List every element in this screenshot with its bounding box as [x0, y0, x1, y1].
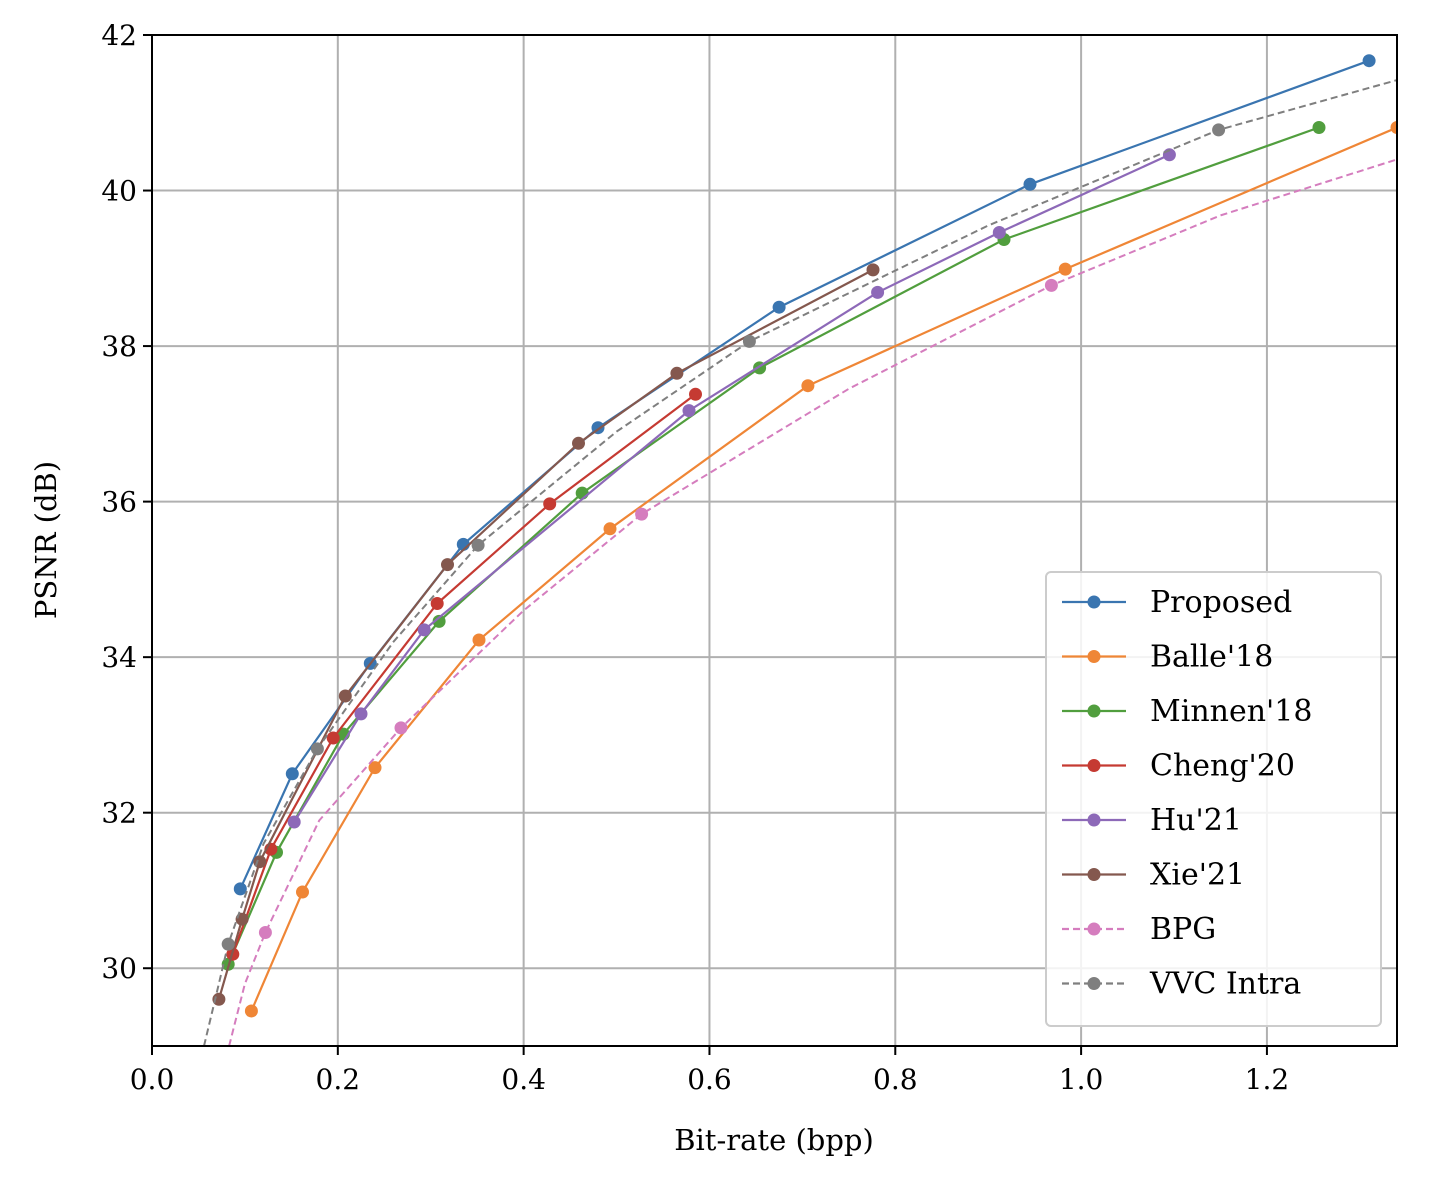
x-tick-label: 1.0 [1059, 1063, 1104, 1096]
series-xie-21 [212, 263, 880, 1006]
series-line-balle-18 [250, 126, 1397, 1012]
series-line-cheng-20 [231, 393, 697, 955]
x-tick-label: 0.6 [687, 1063, 732, 1096]
series-cheng-20 [226, 387, 702, 961]
series-line-vvc-intra [203, 79, 1397, 1046]
legend-label-vvc-intra: VVC Intra [1149, 967, 1301, 1002]
series-line-bpg [228, 158, 1397, 1046]
data-point-xie-21 [670, 366, 684, 380]
legend: Proposed Balle'18 Minnen'18 Cheng'20 Hu'21 Xi… [1045, 571, 1382, 1027]
x-tick-label: 0.2 [316, 1063, 361, 1096]
data-point-balle-18 [1390, 121, 1397, 134]
data-point-xie-21 [572, 436, 585, 450]
x-axis-title: Bit-rate (bpp) [674, 1123, 874, 1157]
x-tick-label: 0.0 [130, 1063, 175, 1096]
data-point-balle-18 [801, 379, 815, 393]
data-point-cheng-20 [543, 497, 557, 511]
legend-label-proposed: Proposed [1150, 585, 1292, 620]
y-tick-label: 40 [101, 175, 137, 208]
series-bpg [228, 158, 1397, 1046]
x-tick-label: 0.8 [873, 1063, 918, 1096]
data-point-vvc-intra [1212, 123, 1226, 137]
series-hu-21 [287, 148, 1176, 829]
data-point-balle-18 [1058, 262, 1072, 276]
y-tick-label: 42 [101, 19, 137, 52]
data-point-cheng-20 [430, 597, 444, 610]
y-tick-label: 34 [101, 641, 137, 674]
data-point-xie-21 [212, 992, 226, 1006]
data-point-xie-21 [441, 558, 454, 572]
legend-label-minnen-18: Minnen'18 [1150, 694, 1312, 729]
series-line-proposed [239, 59, 1370, 890]
data-point-cheng-20 [326, 731, 340, 745]
data-point-proposed [233, 882, 247, 896]
data-point-hu-21 [992, 226, 1006, 239]
data-point-proposed [772, 300, 786, 314]
legend-label-cheng-20: Cheng'20 [1150, 749, 1295, 784]
data-point-hu-21 [871, 285, 885, 299]
legend-marker-hu-21 [1087, 813, 1101, 827]
data-point-proposed [285, 767, 299, 781]
data-point-xie-21 [866, 263, 880, 277]
data-point-balle-18 [472, 633, 486, 647]
legend-marker-vvc-intra [1087, 977, 1101, 990]
legend-marker-bpg [1087, 922, 1101, 936]
data-point-minnen-18 [432, 614, 446, 628]
data-point-vvc-intra [742, 334, 756, 348]
plot-frame [151, 34, 1398, 1047]
data-point-balle-18 [244, 1004, 258, 1018]
y-tick-label: 30 [101, 952, 137, 985]
data-point-proposed [1362, 54, 1376, 68]
data-point-bpg [635, 507, 649, 521]
y-axis-title: PSNR (dB) [29, 461, 63, 619]
legend-marker-cheng-20 [1087, 759, 1101, 772]
x-tick-label: 1.2 [1245, 1063, 1290, 1096]
y-tick-label: 32 [101, 797, 137, 830]
data-point-bpg [258, 926, 272, 939]
legend-label-bpg: BPG [1150, 912, 1216, 947]
axis-ticks: 0.0 0.2 0.4 0.6 0.8 1.0 1.2 30 32 34 36 38 40 42 [101, 19, 1289, 1096]
data-point-hu-21 [287, 815, 301, 829]
x-tick-label: 0.4 [501, 1063, 546, 1096]
data-point-hu-21 [682, 404, 696, 418]
legend-marker-proposed [1087, 595, 1101, 609]
y-tick-label: 36 [101, 486, 137, 519]
series-vvc-intra [203, 79, 1397, 1046]
legend-marker-minnen-18 [1087, 704, 1101, 718]
legend-label-xie-21: Xie'21 [1150, 858, 1245, 893]
data-point-cheng-20 [689, 387, 702, 401]
legend-marker-balle-18 [1087, 650, 1101, 663]
y-tick-label: 38 [101, 330, 137, 363]
data-point-balle-18 [368, 761, 382, 775]
legend-label-hu-21: Hu'21 [1150, 803, 1242, 838]
series-line-hu-21 [293, 153, 1170, 823]
data-point-bpg [394, 721, 408, 735]
legend-label-balle-18: Balle'18 [1150, 640, 1273, 675]
legend-marker-xie-21 [1087, 868, 1101, 881]
data-point-balle-18 [603, 522, 617, 536]
data-point-vvc-intra [471, 538, 485, 552]
data-point-hu-21 [417, 623, 431, 637]
data-point-bpg [1044, 278, 1058, 292]
data-point-hu-21 [354, 707, 368, 721]
data-point-proposed [1023, 177, 1037, 191]
data-point-minnen-18 [1312, 121, 1326, 134]
series-lines [203, 54, 1397, 1046]
series-balle-18 [244, 121, 1397, 1018]
legend-box [1045, 571, 1382, 1027]
data-point-vvc-intra [310, 742, 324, 756]
data-point-xie-21 [338, 689, 352, 703]
data-point-balle-18 [296, 885, 309, 899]
series-line-xie-21 [217, 268, 874, 1000]
data-point-vvc-intra [221, 937, 235, 951]
